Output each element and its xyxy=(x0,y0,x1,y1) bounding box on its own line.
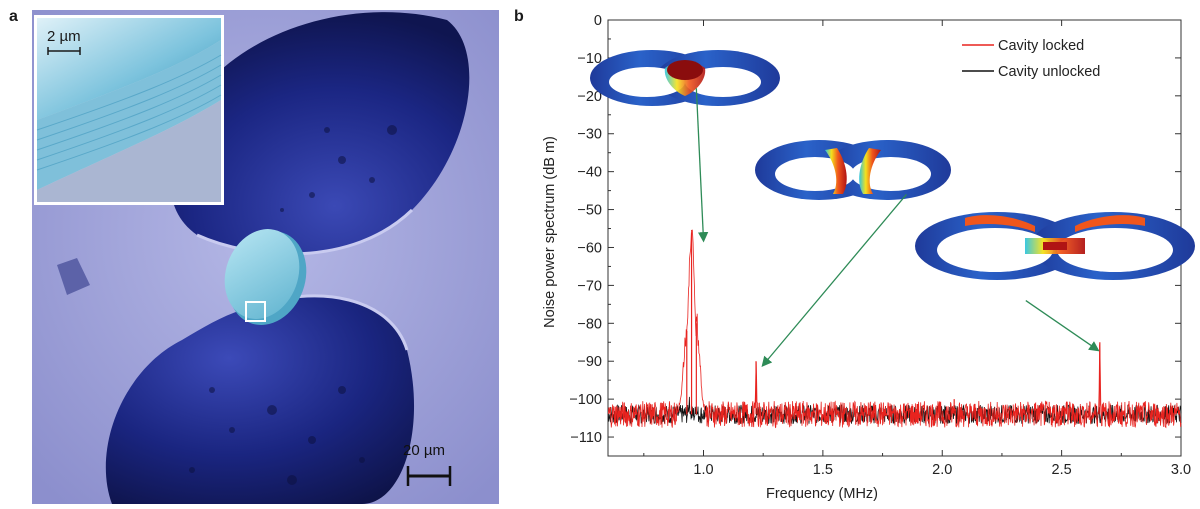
mode-arrow-1 xyxy=(761,193,907,367)
sem-micrograph-icon: 2 µm 20 µm xyxy=(32,10,499,504)
noise-spectrum-chart: 0 −10 −20 −30 −40 −50 −60 −70 −80 −90 −100 −110 1.0 1… xyxy=(518,0,1200,504)
y-tick-label: −80 xyxy=(577,316,602,332)
y-tick-label: −20 xyxy=(577,89,602,105)
inset-scale-label: 2 µm xyxy=(47,28,81,45)
mode-arrow-0 xyxy=(695,88,709,243)
panel-b-label: b xyxy=(514,8,524,25)
x-tick-label: 2.0 xyxy=(932,462,952,478)
x-tick-label: 1.5 xyxy=(813,462,833,478)
y-tick-label: −60 xyxy=(577,240,602,256)
y-tick-label: −10 xyxy=(577,51,602,67)
mode-profile-icon xyxy=(755,140,951,200)
y-tick-label: −40 xyxy=(577,165,602,181)
x-tick-label: 1.0 xyxy=(693,462,713,478)
y-tick-label: 0 xyxy=(594,13,602,29)
series-line-0 xyxy=(607,229,1182,429)
mode-profile-icon xyxy=(590,50,780,106)
legend-label-locked: Cavity locked xyxy=(998,38,1084,54)
x-tick-label: 3.0 xyxy=(1171,462,1191,478)
x-tick-label: 2.5 xyxy=(1052,462,1072,478)
main-scale-label: 20 µm xyxy=(403,442,445,459)
legend-label-unlocked: Cavity unlocked xyxy=(998,64,1100,80)
y-tick-label: −100 xyxy=(569,392,602,408)
y-tick-label: −110 xyxy=(570,430,602,446)
x-axis-label: Frequency (MHz) xyxy=(766,486,878,502)
y-tick-label: −90 xyxy=(577,354,602,370)
y-tick-label: −50 xyxy=(577,203,602,219)
legend: Cavity locked Cavity unlocked xyxy=(962,38,1100,80)
mode-profile-icon xyxy=(915,212,1195,280)
sem-micrograph: 2 µm 20 µm xyxy=(32,10,499,504)
y-tick-label: −30 xyxy=(577,127,602,143)
y-axis-label: Noise power spectrum (dB m) xyxy=(542,136,558,328)
panel-a-label: a xyxy=(9,8,18,25)
mode-arrow-2 xyxy=(1025,300,1100,352)
chart-svg: 0 −10 −20 −30 −40 −50 −60 −70 −80 −90 −100 −110 1.0 1… xyxy=(542,13,1195,502)
y-tick-label: −70 xyxy=(577,278,602,294)
